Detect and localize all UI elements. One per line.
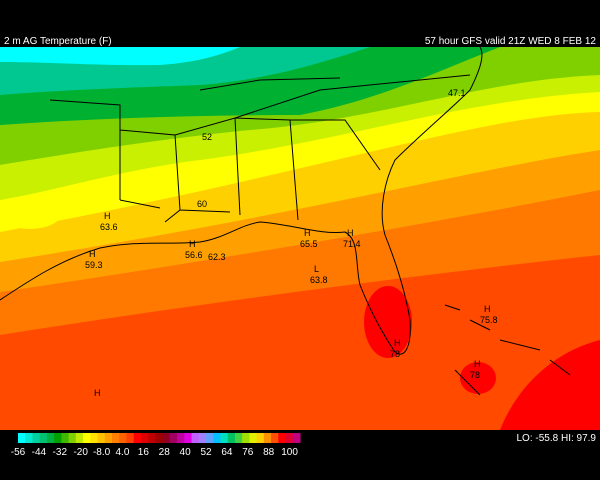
legend-swatch bbox=[126, 433, 135, 443]
legend-swatch bbox=[46, 433, 55, 443]
legend-tick-label: -56 bbox=[11, 447, 26, 458]
legend-swatch bbox=[90, 433, 99, 443]
legend-tick-label: 40 bbox=[180, 447, 192, 458]
legend-swatch bbox=[32, 433, 41, 443]
legend-tick-label: 76 bbox=[242, 447, 254, 458]
legend-swatch bbox=[97, 433, 106, 443]
extreme-mark: H bbox=[104, 211, 111, 221]
legend-swatch bbox=[54, 433, 62, 443]
legend-swatch bbox=[213, 433, 221, 443]
legend-swatch bbox=[75, 433, 84, 443]
value-label: 78 bbox=[390, 349, 400, 359]
legend-swatch bbox=[206, 433, 214, 443]
legend-swatch bbox=[119, 433, 127, 443]
legend-swatch bbox=[61, 433, 70, 443]
lo-hi-stats: LO: -55.8 HI: 97.9 bbox=[517, 433, 597, 444]
legend-tick-label: 100 bbox=[281, 447, 298, 458]
legend-swatch bbox=[39, 433, 48, 443]
value-label: 56.6 bbox=[185, 250, 203, 260]
extreme-mark: H bbox=[89, 249, 96, 259]
legend-swatch bbox=[169, 433, 178, 443]
value-label: 47.1 bbox=[448, 88, 466, 98]
map-title: 2 m AG Temperature (F) bbox=[4, 36, 112, 47]
legend-tick-label: -44 bbox=[32, 447, 47, 458]
extreme-mark: H bbox=[304, 228, 311, 238]
legend-swatch bbox=[140, 433, 149, 443]
legend-swatch bbox=[234, 433, 243, 443]
value-label: 62.3 bbox=[208, 252, 226, 262]
extreme-mark: H bbox=[474, 359, 481, 369]
extreme-mark: H bbox=[484, 304, 491, 314]
legend-swatch bbox=[227, 433, 236, 443]
legend-swatch bbox=[249, 433, 258, 443]
boundaries bbox=[0, 46, 571, 396]
value-label: 59.3 bbox=[85, 260, 103, 270]
legend-swatch bbox=[155, 433, 164, 443]
legend-swatch bbox=[271, 433, 279, 443]
legend-swatch bbox=[25, 433, 33, 443]
legend-swatch bbox=[177, 433, 185, 443]
value-label: 60 bbox=[197, 199, 207, 209]
extreme-mark: H bbox=[347, 228, 354, 238]
legend-swatch bbox=[242, 433, 250, 443]
legend-swatch bbox=[133, 433, 142, 443]
legend-tick-label: 28 bbox=[159, 447, 171, 458]
value-label: 52 bbox=[202, 132, 212, 142]
extreme-mark: H bbox=[189, 239, 196, 249]
legend-swatch bbox=[148, 433, 156, 443]
extreme-mark: L bbox=[314, 264, 319, 274]
color-legend: -56 -44 -32 -20 -8.0 4.0 16 28 40 52 64 76 88 100 bbox=[11, 433, 301, 458]
value-label: 78 bbox=[470, 370, 480, 380]
legend-swatch bbox=[184, 433, 193, 443]
legend-tick-label: 16 bbox=[138, 447, 150, 458]
legend-tick-label: -20 bbox=[73, 447, 88, 458]
extreme-mark: H bbox=[94, 388, 101, 398]
legend-swatch bbox=[112, 433, 120, 443]
legend-swatch bbox=[198, 433, 207, 443]
legend-swatch bbox=[162, 433, 171, 443]
value-label: 71.4 bbox=[343, 239, 361, 249]
extreme-mark: H bbox=[394, 338, 401, 348]
value-label: 63.6 bbox=[100, 222, 118, 232]
model-info: 57 hour GFS valid 21Z WED 8 FEB 12 bbox=[425, 36, 597, 47]
legend-swatch bbox=[292, 433, 301, 443]
legend-tick-label: 64 bbox=[221, 447, 233, 458]
legend-swatch bbox=[278, 433, 287, 443]
legend-tick-label: -8.0 bbox=[93, 447, 111, 458]
legend-swatch bbox=[18, 433, 26, 443]
legend-swatch bbox=[191, 433, 200, 443]
legend-swatch bbox=[68, 433, 77, 443]
legend-tick-label: 4.0 bbox=[115, 447, 129, 458]
legend-swatch bbox=[83, 433, 91, 443]
legend-swatch bbox=[104, 433, 113, 443]
value-label: 63.8 bbox=[310, 275, 328, 285]
legend-tick-label: -32 bbox=[53, 447, 68, 458]
value-label: 65.5 bbox=[300, 239, 318, 249]
legend-swatch bbox=[256, 433, 265, 443]
legend-swatch bbox=[220, 433, 229, 443]
value-label: 75.8 bbox=[480, 315, 498, 325]
legend-tick-label: 52 bbox=[200, 447, 212, 458]
legend-swatch bbox=[263, 433, 272, 443]
legend-tick-label: 88 bbox=[263, 447, 275, 458]
legend-swatch bbox=[285, 433, 294, 443]
